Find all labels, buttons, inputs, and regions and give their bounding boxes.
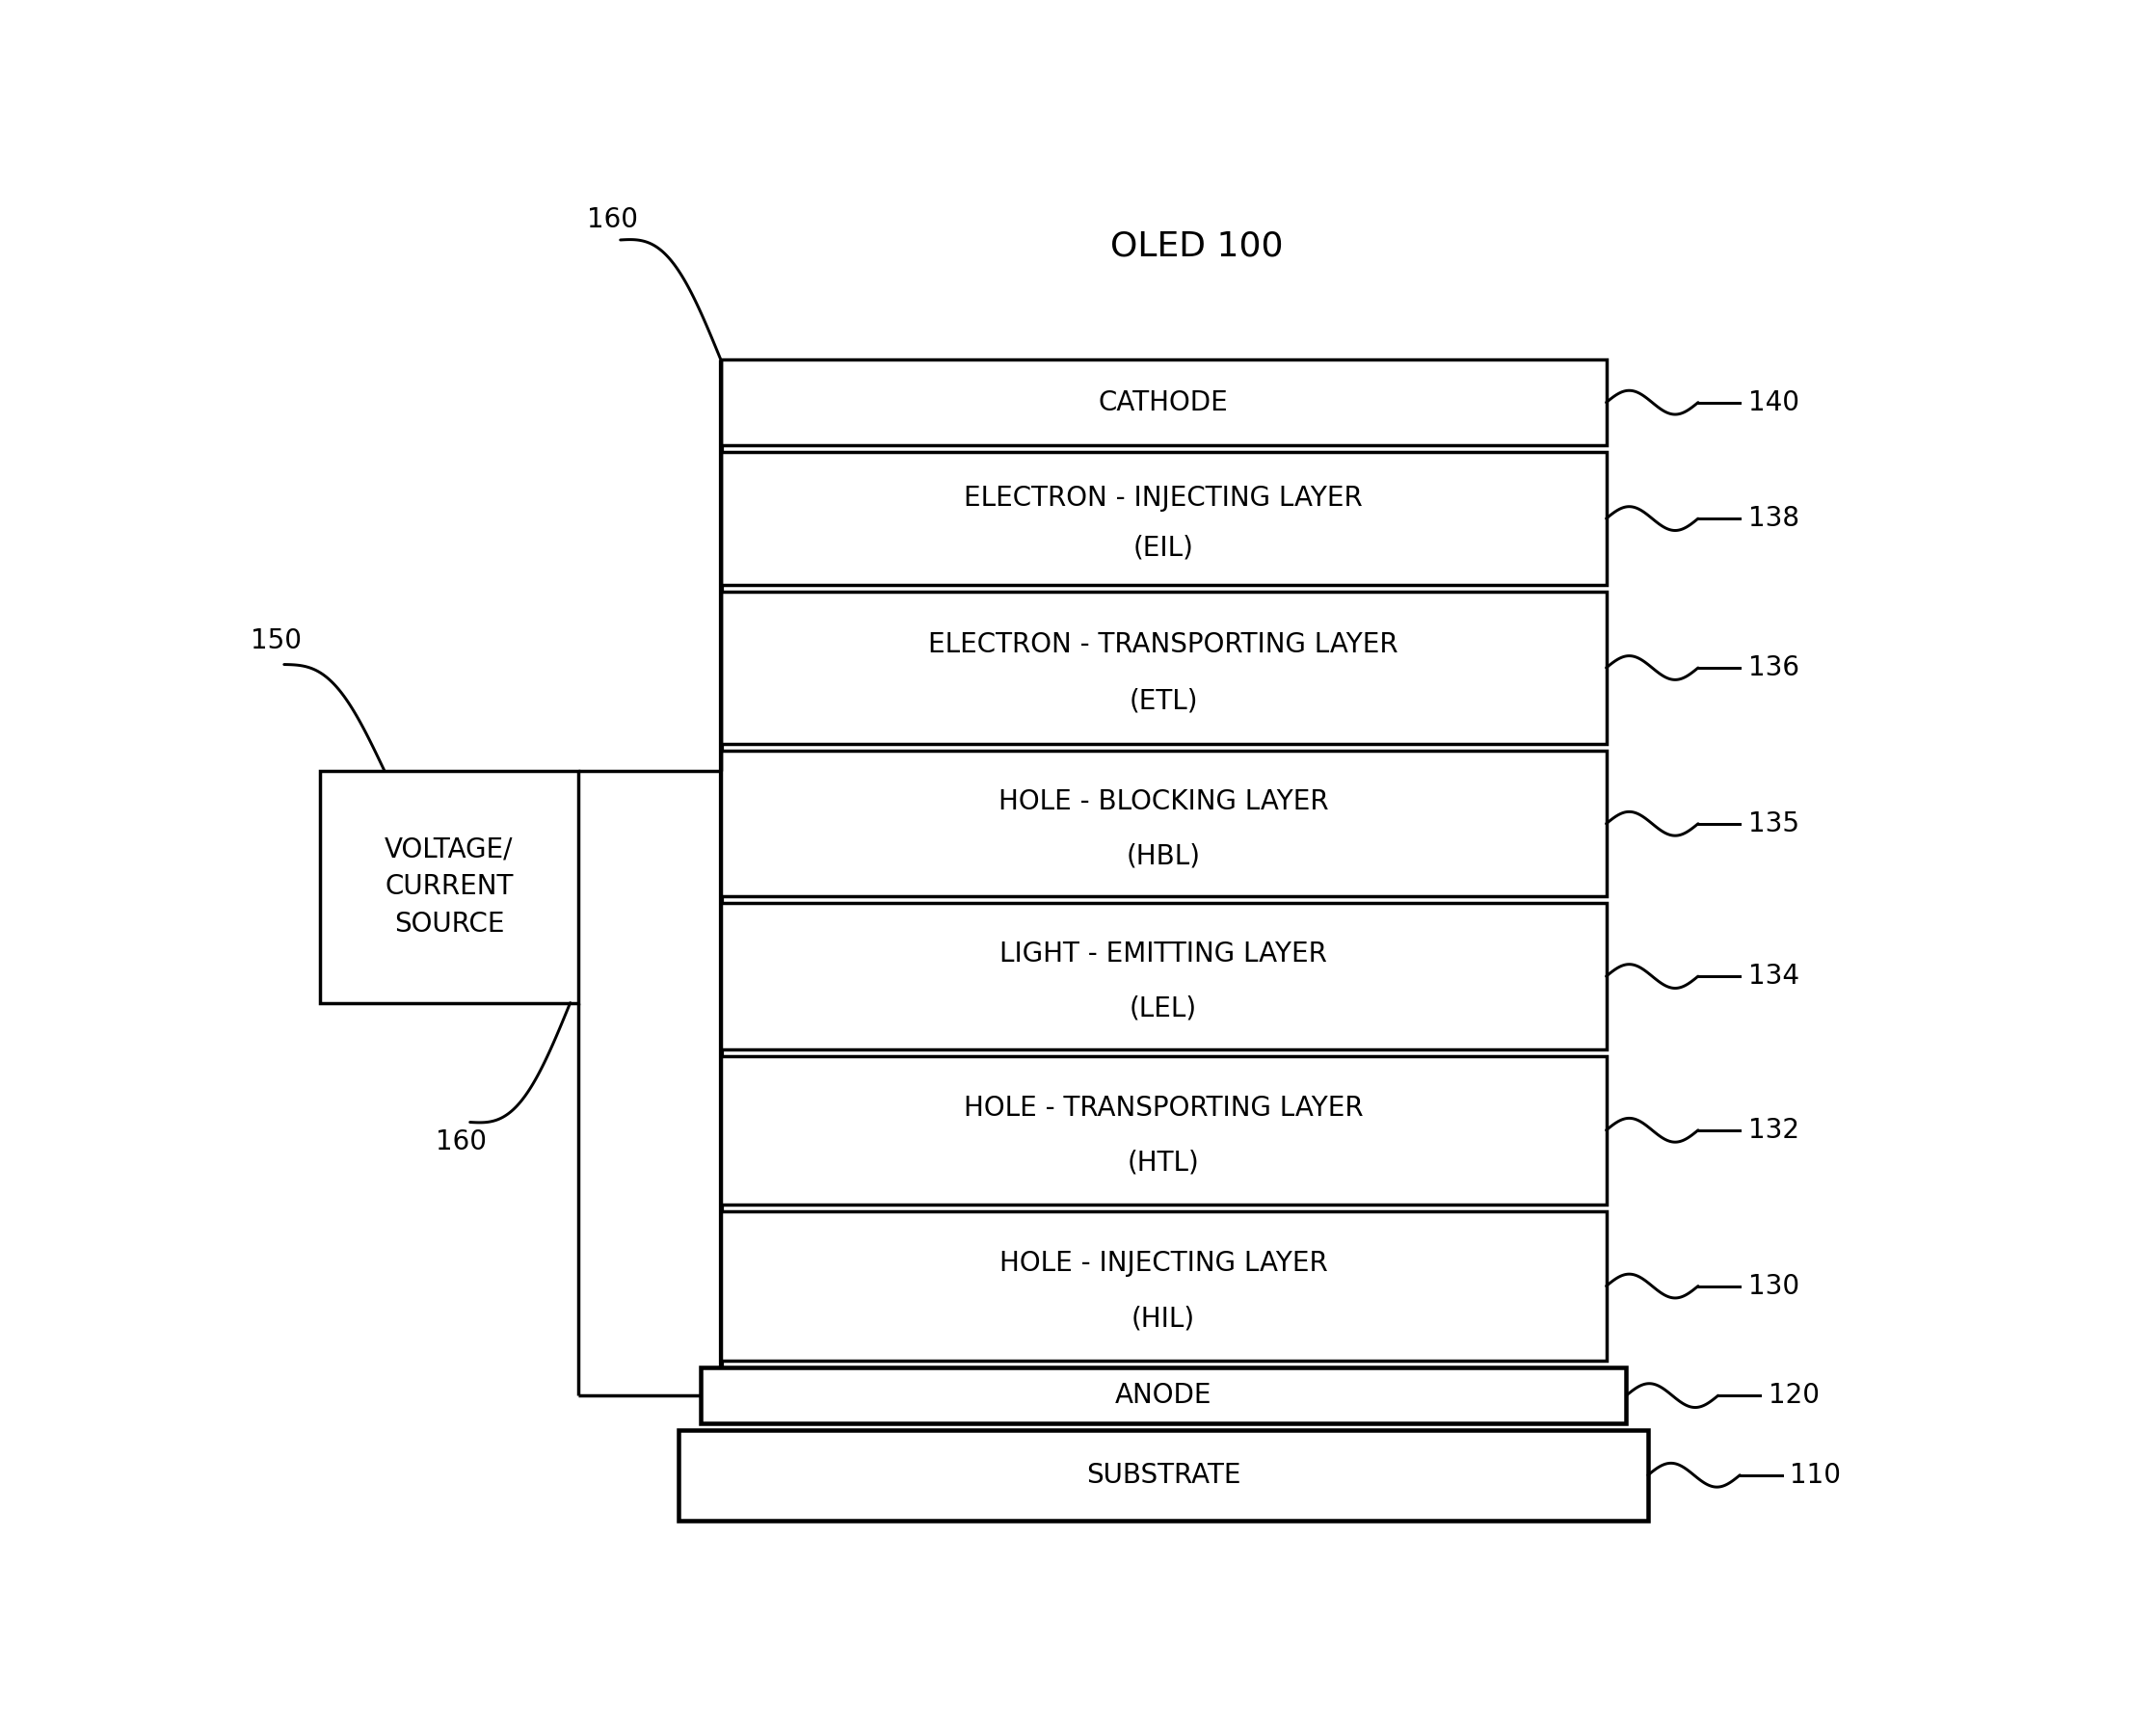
Text: 110: 110 <box>1789 1461 1841 1489</box>
Text: 130: 130 <box>1749 1273 1800 1299</box>
Text: 160: 160 <box>586 207 638 234</box>
Text: SUBSTRATE: SUBSTRATE <box>1087 1461 1240 1489</box>
Text: 140: 140 <box>1749 389 1800 415</box>
Bar <box>720 591 1606 744</box>
Text: (HIL): (HIL) <box>1132 1306 1194 1332</box>
Bar <box>701 1368 1626 1423</box>
Bar <box>720 751 1606 896</box>
Text: (ETL): (ETL) <box>1130 687 1199 715</box>
Text: 132: 132 <box>1749 1117 1800 1144</box>
Bar <box>720 903 1606 1049</box>
Text: ELECTRON - TRANSPORTING LAYER: ELECTRON - TRANSPORTING LAYER <box>929 631 1399 658</box>
Text: HOLE - INJECTING LAYER: HOLE - INJECTING LAYER <box>998 1251 1328 1277</box>
Text: (HBL): (HBL) <box>1125 843 1201 870</box>
Text: (LEL): (LEL) <box>1130 994 1197 1022</box>
Text: 135: 135 <box>1749 810 1800 837</box>
Text: 120: 120 <box>1768 1382 1820 1409</box>
Bar <box>720 1056 1606 1204</box>
Text: 138: 138 <box>1749 505 1800 532</box>
Bar <box>720 1211 1606 1361</box>
Text: LIGHT - EMITTING LAYER: LIGHT - EMITTING LAYER <box>1000 941 1328 968</box>
Text: (HTL): (HTL) <box>1128 1149 1199 1177</box>
Text: 150: 150 <box>250 627 302 655</box>
Text: (EIL): (EIL) <box>1134 534 1194 562</box>
Text: CATHODE: CATHODE <box>1100 389 1229 415</box>
Bar <box>319 770 578 1003</box>
Bar <box>679 1430 1647 1520</box>
Text: ANODE: ANODE <box>1115 1382 1212 1409</box>
Text: 134: 134 <box>1749 963 1800 989</box>
Text: HOLE - BLOCKING LAYER: HOLE - BLOCKING LAYER <box>998 789 1328 815</box>
Text: ELECTRON - INJECTING LAYER: ELECTRON - INJECTING LAYER <box>964 486 1363 512</box>
Text: HOLE - TRANSPORTING LAYER: HOLE - TRANSPORTING LAYER <box>964 1094 1363 1122</box>
Bar <box>720 360 1606 446</box>
Bar <box>720 451 1606 584</box>
Text: 160: 160 <box>436 1129 487 1156</box>
Text: OLED 100: OLED 100 <box>1110 231 1283 264</box>
Text: 136: 136 <box>1749 655 1800 681</box>
Text: VOLTAGE/
CURRENT
SOURCE: VOLTAGE/ CURRENT SOURCE <box>384 836 513 937</box>
